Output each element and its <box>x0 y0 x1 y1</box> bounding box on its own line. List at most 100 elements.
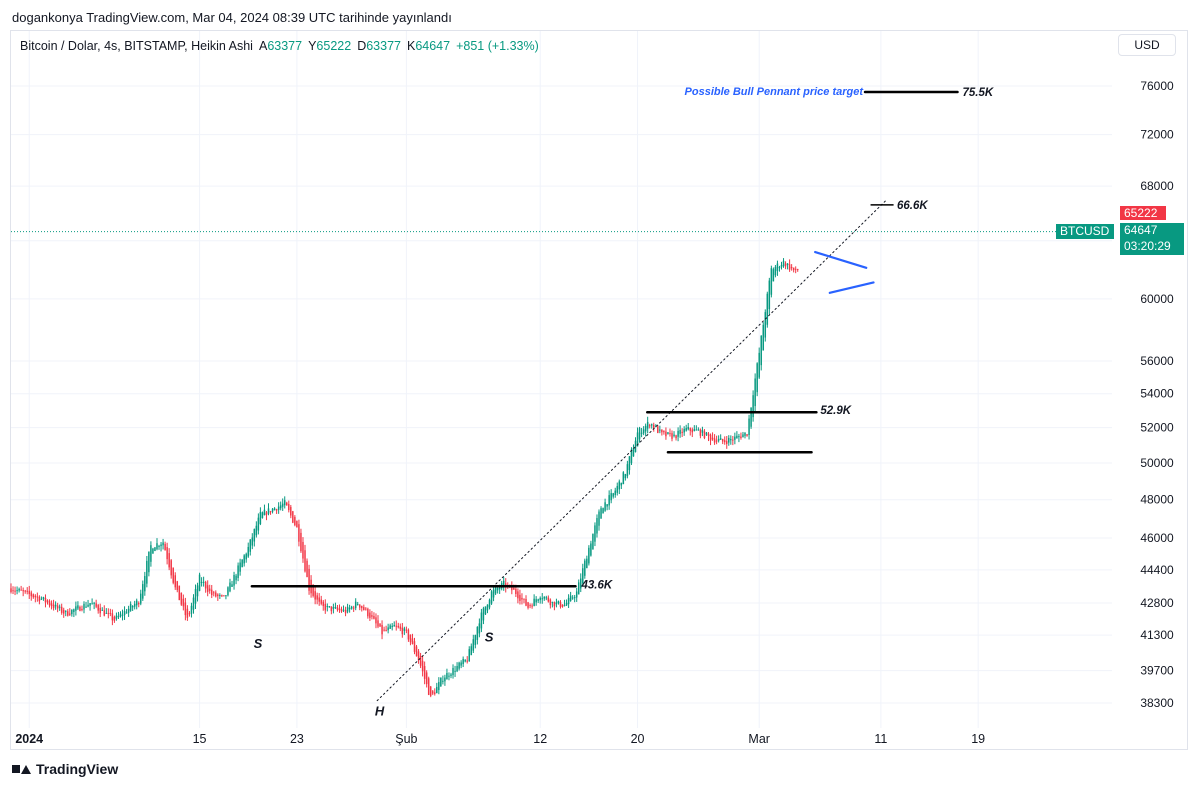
candle-body <box>515 588 517 594</box>
currency-button[interactable]: USD <box>1118 34 1176 56</box>
candle-body <box>399 626 402 629</box>
candle-body <box>401 627 404 635</box>
candle-body <box>219 595 221 597</box>
y-tick-label: 41300 <box>1140 628 1174 642</box>
candle-body <box>81 608 83 611</box>
candle-body <box>215 592 217 597</box>
candle-body <box>407 629 410 640</box>
candle-body <box>363 607 365 611</box>
candle-body <box>616 486 619 493</box>
candle-body <box>762 324 764 351</box>
candle-body <box>726 441 728 444</box>
close-label: K <box>406 39 416 53</box>
candle-body <box>478 623 481 634</box>
candle-body <box>125 612 128 614</box>
x-tick-label: 19 <box>971 732 985 746</box>
candle-body <box>594 525 596 542</box>
candle-body <box>12 590 14 592</box>
candle-body <box>519 594 521 601</box>
candle-body <box>306 560 308 578</box>
candle-body <box>703 431 706 438</box>
candle-body <box>427 678 430 695</box>
candle-body <box>269 511 272 513</box>
candle-body <box>18 588 20 591</box>
candle-body <box>650 424 653 426</box>
candle-body <box>194 589 197 604</box>
chart-frame[interactable] <box>10 30 1188 750</box>
candle-body <box>484 606 487 615</box>
high-price-tag: 65222 <box>1120 206 1166 220</box>
candle-body <box>707 433 710 436</box>
candle-body <box>721 439 724 442</box>
candle-body <box>563 605 566 607</box>
candle-body <box>713 438 716 443</box>
open-value: 63377 <box>267 39 303 53</box>
candle-body <box>596 518 598 534</box>
candle-body <box>620 482 623 486</box>
candle-body <box>764 312 767 338</box>
candle-body <box>188 613 191 615</box>
candle-body <box>308 568 310 591</box>
candle-body <box>482 608 485 621</box>
x-tick-label: 20 <box>631 732 645 746</box>
candle-body <box>513 587 515 590</box>
candle-body <box>464 659 466 662</box>
candle-body <box>750 407 752 427</box>
candle-body <box>440 677 442 687</box>
candle-body <box>202 581 205 583</box>
candle-body <box>444 677 446 682</box>
candle-body <box>557 600 560 604</box>
candle-body <box>340 609 343 612</box>
candle-body <box>624 474 627 479</box>
candle-body <box>606 504 608 507</box>
candle-body <box>628 456 631 471</box>
candle-body <box>146 560 148 584</box>
candle-body <box>653 424 655 429</box>
candle-body <box>736 435 738 439</box>
dotted-trendline <box>376 198 888 702</box>
candle-body <box>586 558 588 569</box>
candle-body <box>436 686 438 694</box>
candle-body <box>79 606 81 611</box>
candle-body <box>403 628 406 631</box>
y-tick-label: 50000 <box>1140 456 1174 470</box>
candle-body <box>748 418 750 435</box>
candle-body <box>732 439 734 441</box>
candle-body <box>429 686 432 696</box>
candle-body <box>571 597 574 599</box>
candle-body <box>233 574 235 586</box>
candle-body <box>612 493 614 497</box>
neckline-label: 43.6K <box>580 579 612 591</box>
candle-body <box>738 436 740 438</box>
candle-body <box>150 545 152 562</box>
candle-body <box>575 591 578 598</box>
symbol-title[interactable]: Bitcoin / Dolar, 4s, BITSTAMP, Heikin As… <box>20 39 253 53</box>
candle-body <box>275 509 278 511</box>
candle-body <box>640 432 643 434</box>
candle-body <box>728 437 730 443</box>
candle-body <box>760 335 762 366</box>
publish-info: dogankonya TradingView.com, Mar 04, 2024… <box>12 10 452 25</box>
candle-body <box>541 598 543 600</box>
candle-body <box>659 429 661 431</box>
candle-body <box>657 426 659 433</box>
candle-body <box>217 594 219 597</box>
candle-body <box>425 672 428 685</box>
candle-body <box>490 591 493 604</box>
candle-body <box>85 606 87 608</box>
pennant-lower-line <box>828 281 875 294</box>
candle-body <box>172 567 174 583</box>
candle-body <box>87 604 89 607</box>
candle-body <box>561 604 564 607</box>
candle-body <box>577 582 580 595</box>
candle-body <box>265 512 268 516</box>
candle-body <box>342 609 345 611</box>
candle-body <box>113 616 116 621</box>
candle-body <box>123 611 126 615</box>
candle-body <box>298 524 300 542</box>
candle-body <box>642 429 645 434</box>
y-tick-label: 44400 <box>1140 563 1174 577</box>
candle-body <box>156 543 158 550</box>
candle-body <box>52 604 55 609</box>
